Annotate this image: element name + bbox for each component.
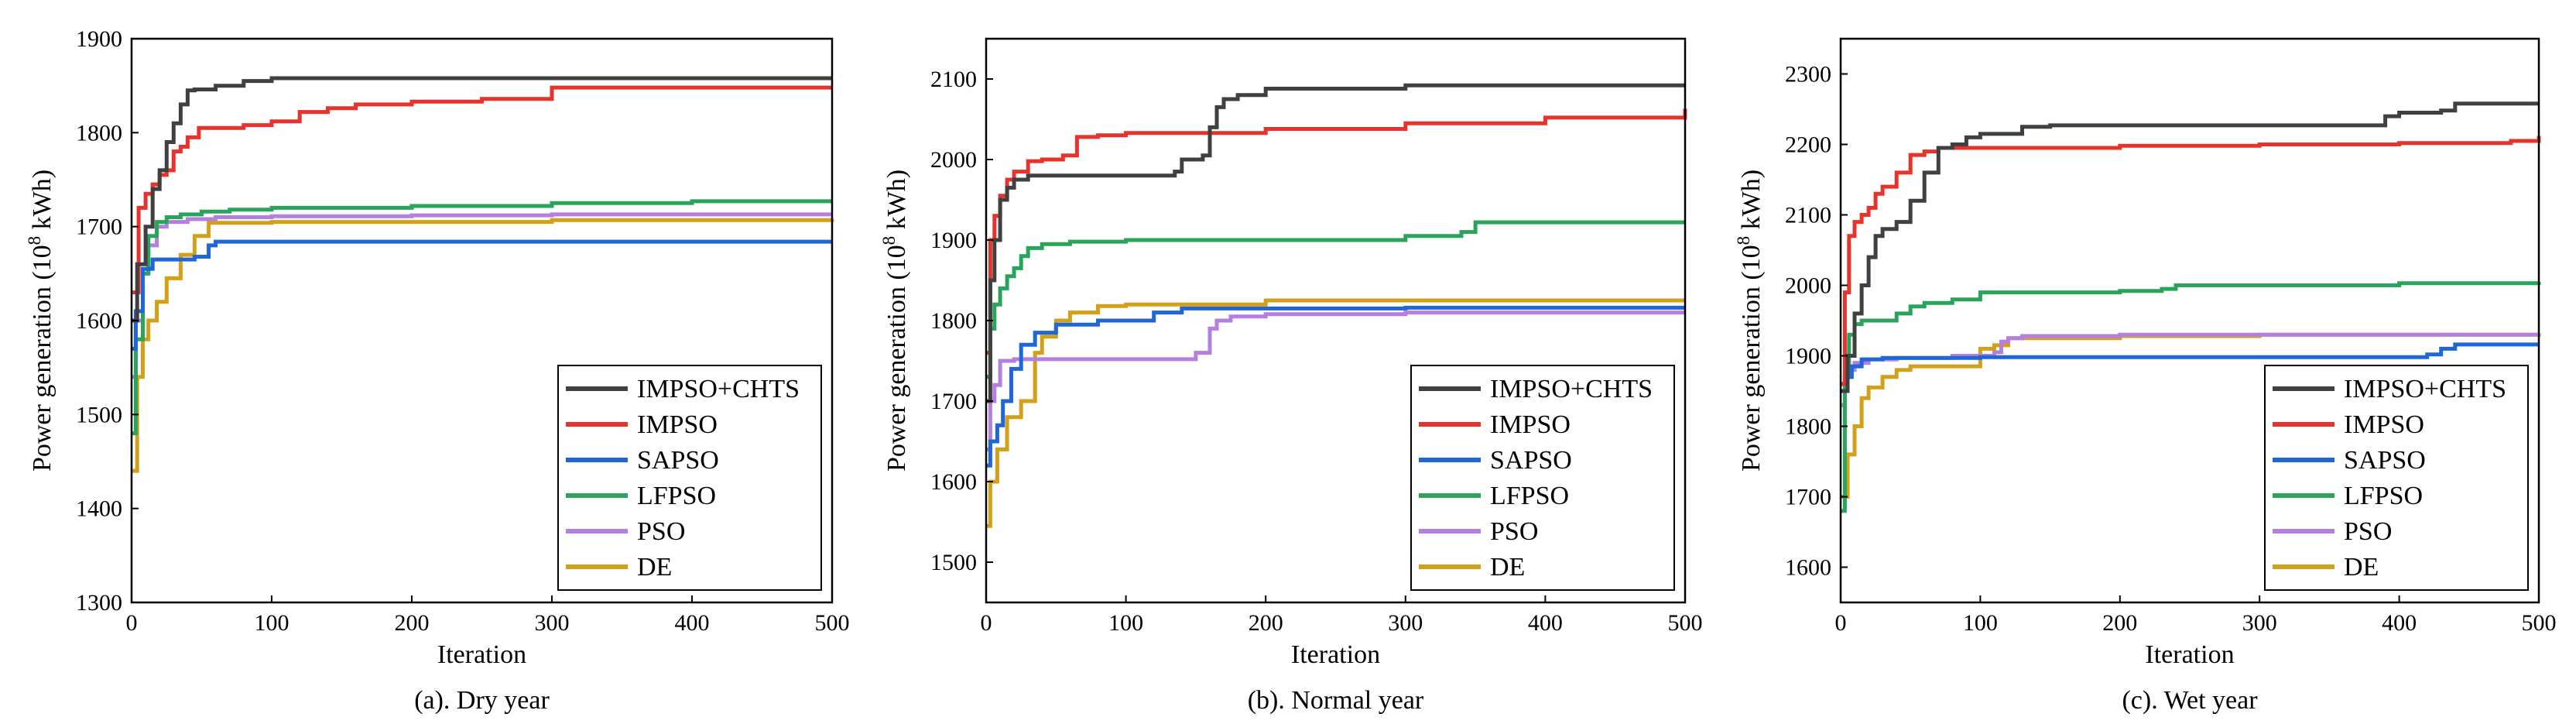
x-tick-label: 500	[1668, 610, 1703, 636]
x-tick-label: 0	[1835, 610, 1847, 636]
y-tick-label: 1900	[930, 228, 977, 253]
y-axis-label: Power generation (108 kWh)	[1734, 170, 1766, 472]
series-line-impso	[132, 85, 832, 295]
legend-label-lfpso: LFPSO	[1490, 482, 1569, 510]
x-tick-label: 100	[255, 610, 289, 636]
y-tick-label: 1500	[930, 550, 977, 575]
legend-label-pso: PSO	[637, 517, 685, 546]
series-line-sapso	[986, 305, 1685, 468]
legend-label-impso: IMPSO	[1490, 410, 1571, 439]
y-tick-label: 1800	[1785, 414, 1831, 440]
y-tick-label: 2200	[1785, 132, 1831, 158]
legend-label-sapso: SAPSO	[637, 446, 719, 475]
y-tick-label: 2000	[1785, 273, 1831, 299]
legend: IMPSO+CHTS IMPSO SAPSO LFPSO PSO DE	[2264, 365, 2529, 591]
y-axis-label: Power generation (108 kWh)	[25, 170, 57, 472]
x-tick-label: 300	[2242, 610, 2277, 636]
legend-label-impso: IMPSO	[637, 410, 718, 439]
series-line-lfpso	[986, 220, 1685, 379]
x-tick-label: 0	[981, 610, 992, 636]
panel-caption: (c). Wet year	[2122, 686, 2258, 715]
series-line-sapso	[1841, 342, 2539, 386]
y-tick-label: 1300	[76, 590, 122, 616]
y-tick-label: 1600	[930, 469, 977, 495]
legend-label-de: DE	[637, 553, 672, 582]
series-line-pso	[986, 311, 1685, 451]
chart-svg: 0 100 200 300 400 500 1300 1400 1500 1600 1700 1800…	[25, 26, 850, 715]
x-axis-label: Iteration	[437, 640, 526, 669]
x-tick-label: 300	[1388, 610, 1423, 636]
chart-panel-normal-year: 0 100 200 300 400 500 1500 1600 1700 1800 1900 2000…	[858, 0, 1717, 724]
legend: IMPSO+CHTS IMPSO SAPSO LFPSO PSO DE	[557, 365, 822, 591]
x-tick-label: 200	[1249, 610, 1283, 636]
x-axis-label: Iteration	[1291, 640, 1380, 669]
y-tick-label: 1600	[1785, 555, 1831, 581]
series-line-impso-plus-chts	[1841, 101, 2539, 393]
legend-label-impso-plus-chts: IMPSO+CHTS	[637, 375, 800, 403]
legend-label-de: DE	[2344, 553, 2379, 582]
legend-label-lfpso: LFPSO	[637, 482, 716, 510]
x-tick-label: 300	[535, 610, 570, 636]
y-axis-label: Power generation (108 kWh)	[879, 170, 911, 472]
series-line-de	[132, 218, 834, 473]
chart-svg: 0 100 200 300 400 500 1500 1600 1700 1800 1900 2000…	[879, 37, 1703, 715]
y-tick-label: 1800	[76, 120, 122, 146]
y-tick-label: 1700	[930, 389, 977, 414]
legend-label-impso-plus-chts: IMPSO+CHTS	[1490, 375, 1653, 403]
legend-label-impso: IMPSO	[2344, 410, 2424, 439]
y-tick-label: 1800	[930, 308, 977, 334]
series-line-impso	[986, 108, 1687, 355]
x-tick-label: 500	[815, 610, 850, 636]
y-tick-label: 2300	[1785, 62, 1831, 87]
x-tick-label: 0	[126, 610, 138, 636]
y-tick-label: 1400	[76, 496, 122, 522]
y-tick-label: 1600	[76, 308, 122, 334]
series-line-impso-plus-chts	[986, 83, 1685, 403]
panel-caption: (b). Normal year	[1248, 686, 1424, 715]
legend-label-sapso: SAPSO	[1490, 446, 1572, 475]
x-tick-label: 500	[2522, 610, 2557, 636]
y-tick-label: 2000	[930, 147, 977, 173]
x-tick-label: 400	[1528, 610, 1563, 636]
y-tick-label: 1500	[76, 402, 122, 427]
x-tick-label: 100	[1963, 610, 1998, 636]
legend-box	[1410, 365, 1675, 591]
x-tick-label: 400	[2382, 610, 2417, 636]
x-tick-label: 100	[1108, 610, 1143, 636]
x-tick-label: 200	[2102, 610, 2137, 636]
series-line-pso	[132, 212, 832, 379]
legend-label-de: DE	[1490, 553, 1525, 582]
legend: IMPSO+CHTS IMPSO SAPSO LFPSO PSO DE	[1410, 365, 1675, 591]
series-line-impso-plus-chts	[132, 76, 832, 323]
series-line-sapso	[132, 239, 832, 351]
y-tick-label: 1900	[1785, 344, 1831, 369]
chart-svg: 0 100 200 300 400 500 1600 1700 1800 1900 2000 2100…	[1734, 37, 2557, 715]
x-tick-label: 200	[395, 610, 430, 636]
y-tick-label: 1900	[76, 26, 122, 52]
plot-frame	[1839, 37, 2540, 604]
y-tick-label: 2100	[930, 67, 977, 92]
legend-label-pso: PSO	[1490, 517, 1538, 546]
x-tick-label: 400	[675, 610, 710, 636]
legend-label-lfpso: LFPSO	[2344, 482, 2423, 510]
panel-caption: (a). Dry year	[414, 686, 550, 715]
legend-label-impso-plus-chts: IMPSO+CHTS	[2344, 375, 2506, 403]
chart-panel-dry-year: 0 100 200 300 400 500 1300 1400 1500 1600 1700 1800…	[0, 0, 858, 724]
y-tick-label: 1700	[76, 214, 122, 240]
chart-panel-wet-year: 0 100 200 300 400 500 1600 1700 1800 1900 2000 2100…	[1717, 0, 2576, 724]
series-line-de	[986, 298, 1685, 528]
y-tick-label: 1700	[1785, 485, 1831, 510]
legend-label-sapso: SAPSO	[2344, 446, 2426, 475]
legend-box	[557, 365, 822, 591]
series-line-impso	[1841, 136, 2541, 386]
x-axis-label: Iteration	[2145, 640, 2234, 669]
y-tick-label: 2100	[1785, 203, 1831, 228]
legend-box	[2264, 365, 2529, 591]
legend-label-pso: PSO	[2344, 517, 2392, 546]
